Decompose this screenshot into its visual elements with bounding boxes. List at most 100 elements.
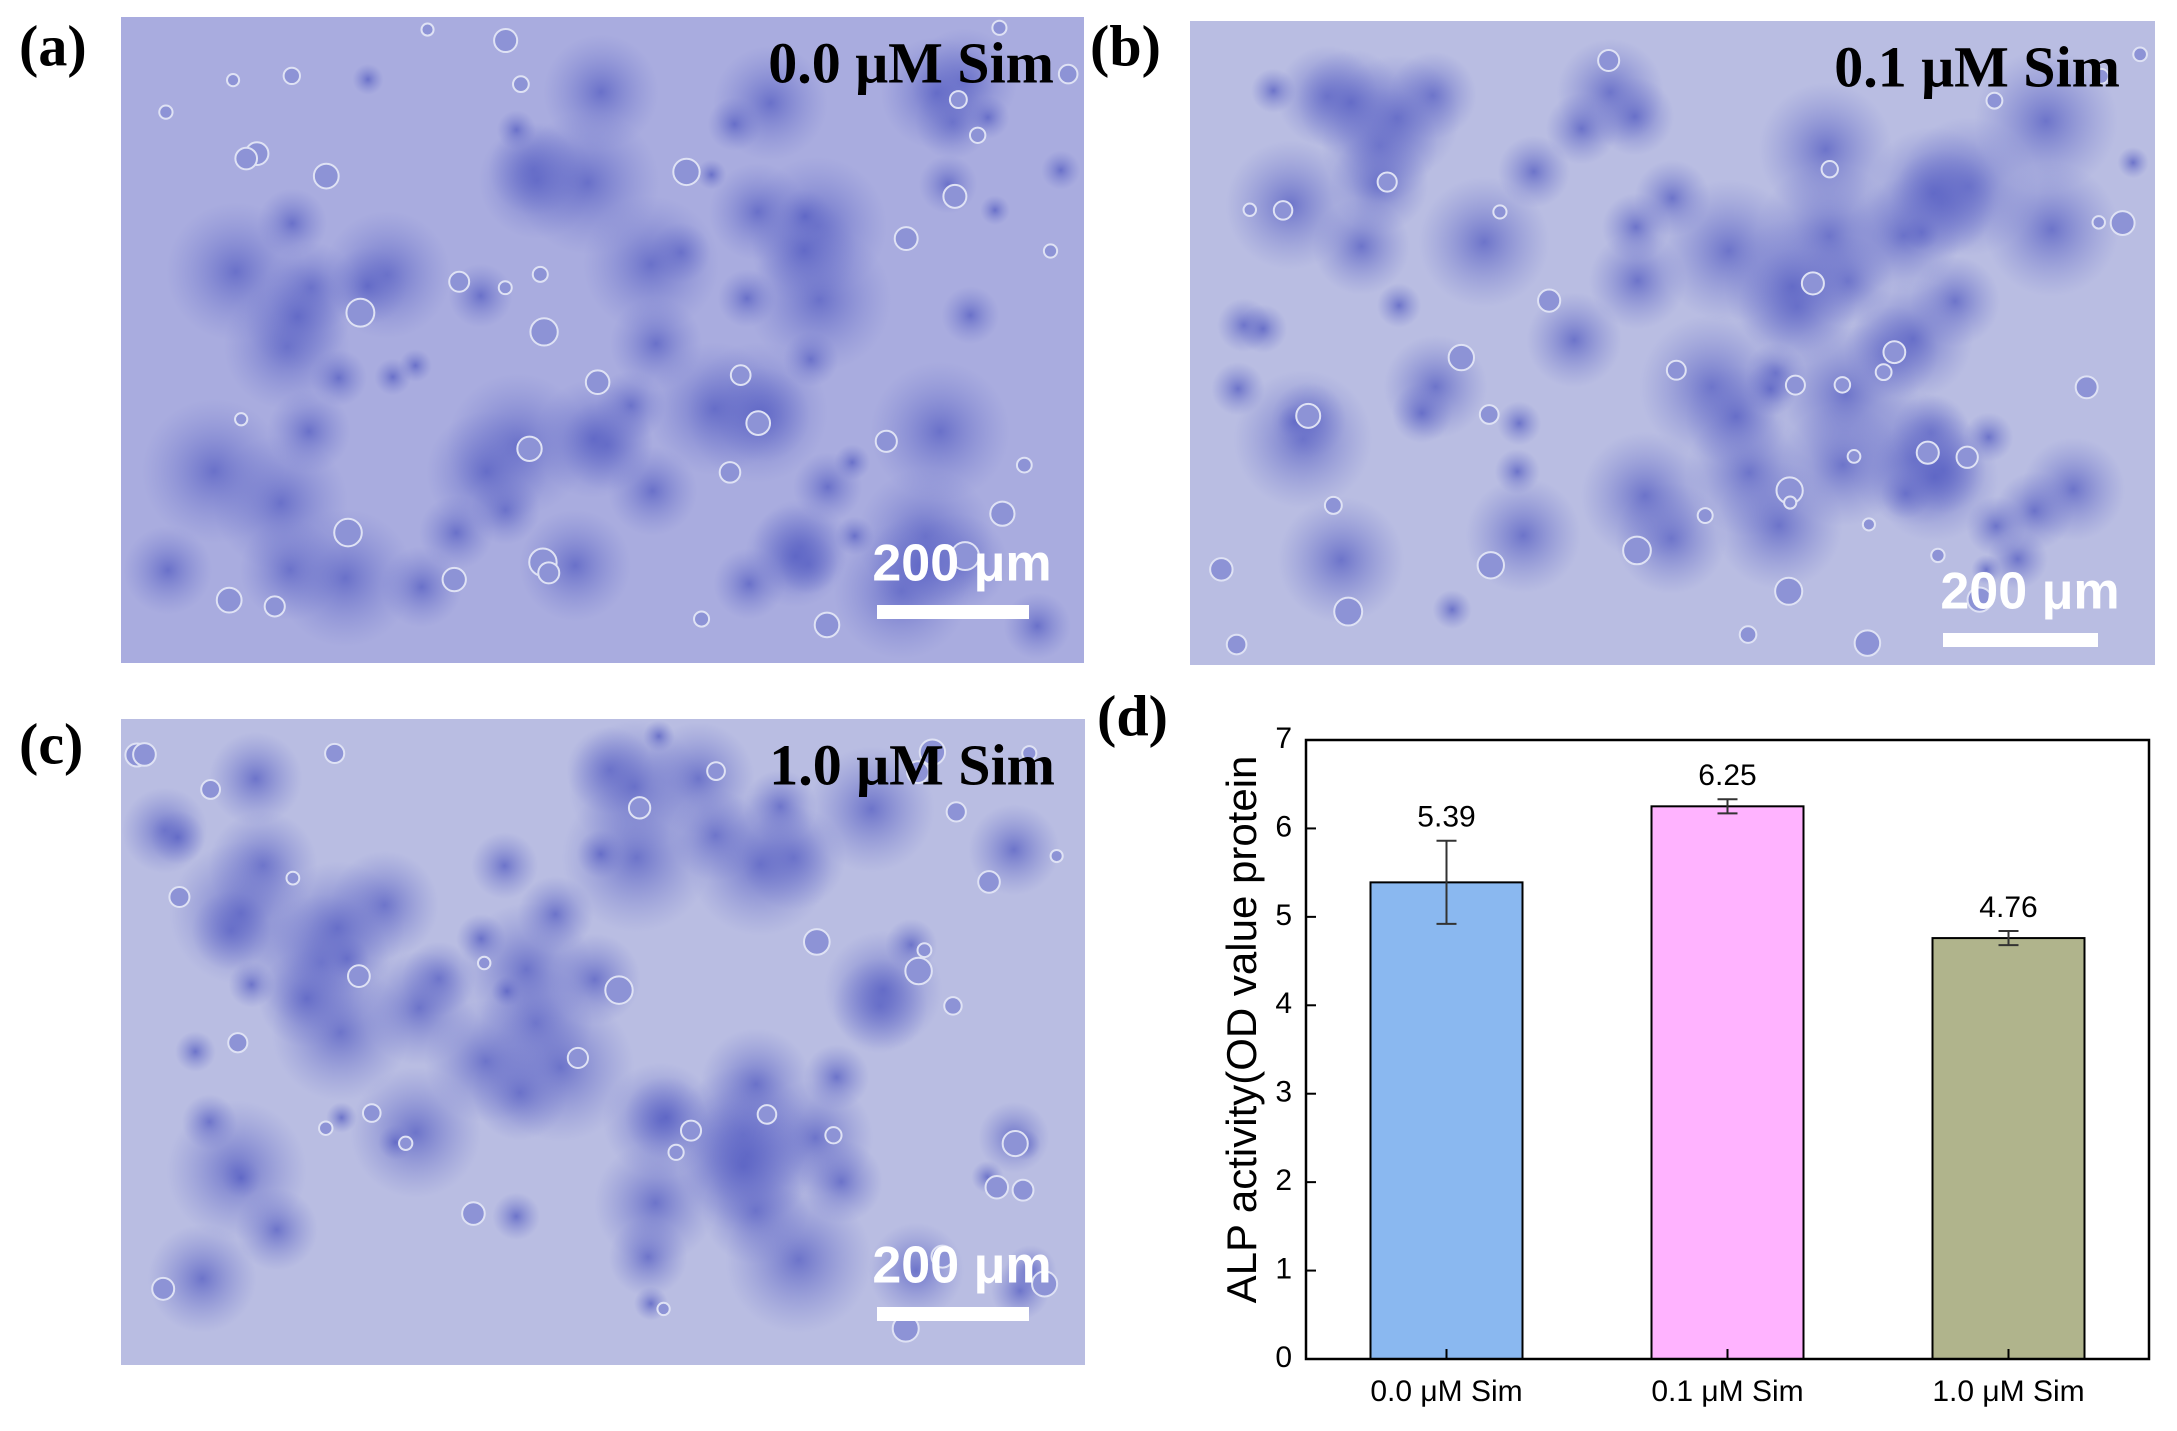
cell bbox=[1966, 586, 1993, 613]
cell bbox=[948, 90, 968, 110]
panel-label: (d) bbox=[1097, 683, 1168, 748]
cell-blob bbox=[456, 913, 506, 964]
cell-blob bbox=[980, 195, 1011, 226]
cell bbox=[745, 410, 772, 436]
cell-blob bbox=[1743, 362, 1798, 417]
cell bbox=[1738, 625, 1758, 644]
scale-bar bbox=[877, 605, 1029, 619]
cell-blob bbox=[220, 1157, 262, 1198]
cell bbox=[1031, 1270, 1059, 1298]
scale-bar-label: 200 μm bbox=[872, 535, 1051, 593]
cell-blob bbox=[1963, 412, 2014, 463]
cell bbox=[584, 369, 611, 395]
cell-blob bbox=[258, 950, 356, 1048]
cell-blob bbox=[1277, 496, 1405, 624]
bar bbox=[1931, 937, 2086, 1361]
cell bbox=[1985, 91, 2004, 110]
cell bbox=[1537, 288, 1562, 313]
y-tick-label: 5 bbox=[1275, 899, 1292, 932]
cell-blob bbox=[568, 720, 701, 853]
cell-blob bbox=[799, 1140, 883, 1224]
cell bbox=[945, 801, 967, 823]
cell bbox=[1209, 557, 1234, 582]
cell bbox=[1011, 1178, 1035, 1202]
cell bbox=[916, 942, 933, 959]
cell bbox=[398, 1135, 414, 1151]
cell bbox=[918, 738, 947, 766]
cell-blob bbox=[424, 1000, 547, 1123]
cell bbox=[1376, 171, 1398, 193]
cell-blob bbox=[1497, 401, 1542, 446]
cell bbox=[1774, 576, 1804, 606]
cell bbox=[667, 1143, 685, 1161]
cell bbox=[984, 1175, 1010, 1200]
cell bbox=[950, 541, 980, 571]
scale-bar-label: 200 μm bbox=[1940, 563, 2119, 621]
cell-blob bbox=[141, 398, 287, 544]
cell-blob bbox=[803, 1044, 870, 1110]
cell bbox=[1272, 200, 1294, 221]
cell bbox=[1492, 204, 1508, 220]
cell-blob bbox=[643, 720, 675, 753]
cell bbox=[679, 1119, 703, 1142]
cell bbox=[461, 1201, 486, 1226]
cell-blob bbox=[868, 512, 975, 619]
cell bbox=[813, 611, 841, 639]
y-tick-label: 6 bbox=[1275, 810, 1292, 843]
cell bbox=[706, 761, 726, 781]
cell bbox=[893, 226, 919, 252]
cell-blob bbox=[870, 361, 1010, 502]
cell-blob bbox=[1526, 292, 1622, 388]
cell bbox=[874, 429, 898, 453]
cell-blob bbox=[777, 189, 833, 244]
cell bbox=[2092, 67, 2110, 85]
cell bbox=[1665, 359, 1687, 381]
cell bbox=[693, 610, 711, 628]
scale-bar bbox=[1943, 633, 2098, 647]
cell-blob bbox=[1391, 383, 1452, 444]
cell bbox=[802, 928, 831, 956]
cell bbox=[225, 73, 241, 88]
cell-blob bbox=[609, 297, 703, 391]
cell-blob bbox=[398, 348, 433, 383]
cell-blob bbox=[688, 793, 832, 936]
cell bbox=[1042, 243, 1059, 259]
cell bbox=[1696, 507, 1714, 525]
cell bbox=[312, 162, 340, 190]
cell bbox=[361, 1103, 382, 1123]
cell bbox=[718, 461, 742, 484]
cell bbox=[756, 1104, 778, 1125]
cell-blob bbox=[2117, 146, 2149, 179]
cell-blob bbox=[244, 263, 351, 370]
cell bbox=[627, 796, 652, 820]
cell-blob bbox=[1003, 592, 1071, 660]
cell bbox=[497, 280, 513, 296]
scale-bar bbox=[877, 1307, 1029, 1321]
cell-blob bbox=[169, 841, 313, 985]
cell bbox=[263, 595, 286, 618]
cell bbox=[1021, 745, 1038, 762]
cell-blob bbox=[1238, 304, 1288, 354]
cell-blob bbox=[1852, 278, 1974, 400]
cell bbox=[1447, 343, 1475, 372]
cell bbox=[168, 885, 191, 909]
cell bbox=[1015, 456, 1033, 474]
cell bbox=[324, 742, 346, 765]
cell bbox=[1783, 495, 1798, 510]
cell-blob bbox=[326, 1102, 357, 1134]
cell-blob bbox=[276, 509, 415, 648]
panel-title: 0.0 μM Sim bbox=[768, 30, 1054, 95]
cell-blob bbox=[1418, 176, 1550, 308]
cell bbox=[537, 561, 561, 585]
cell bbox=[234, 412, 249, 427]
value-label: 5.39 bbox=[1417, 801, 1475, 834]
cell bbox=[729, 364, 752, 386]
cell bbox=[333, 517, 363, 548]
x-tick-label: 0.0 μM Sim bbox=[1370, 1375, 1522, 1408]
cell bbox=[448, 270, 471, 293]
cell bbox=[1874, 363, 1893, 382]
cell-blob bbox=[147, 1224, 257, 1333]
panel-label: (c) bbox=[19, 711, 83, 776]
cell bbox=[516, 435, 543, 462]
cell-blob bbox=[676, 1099, 810, 1233]
